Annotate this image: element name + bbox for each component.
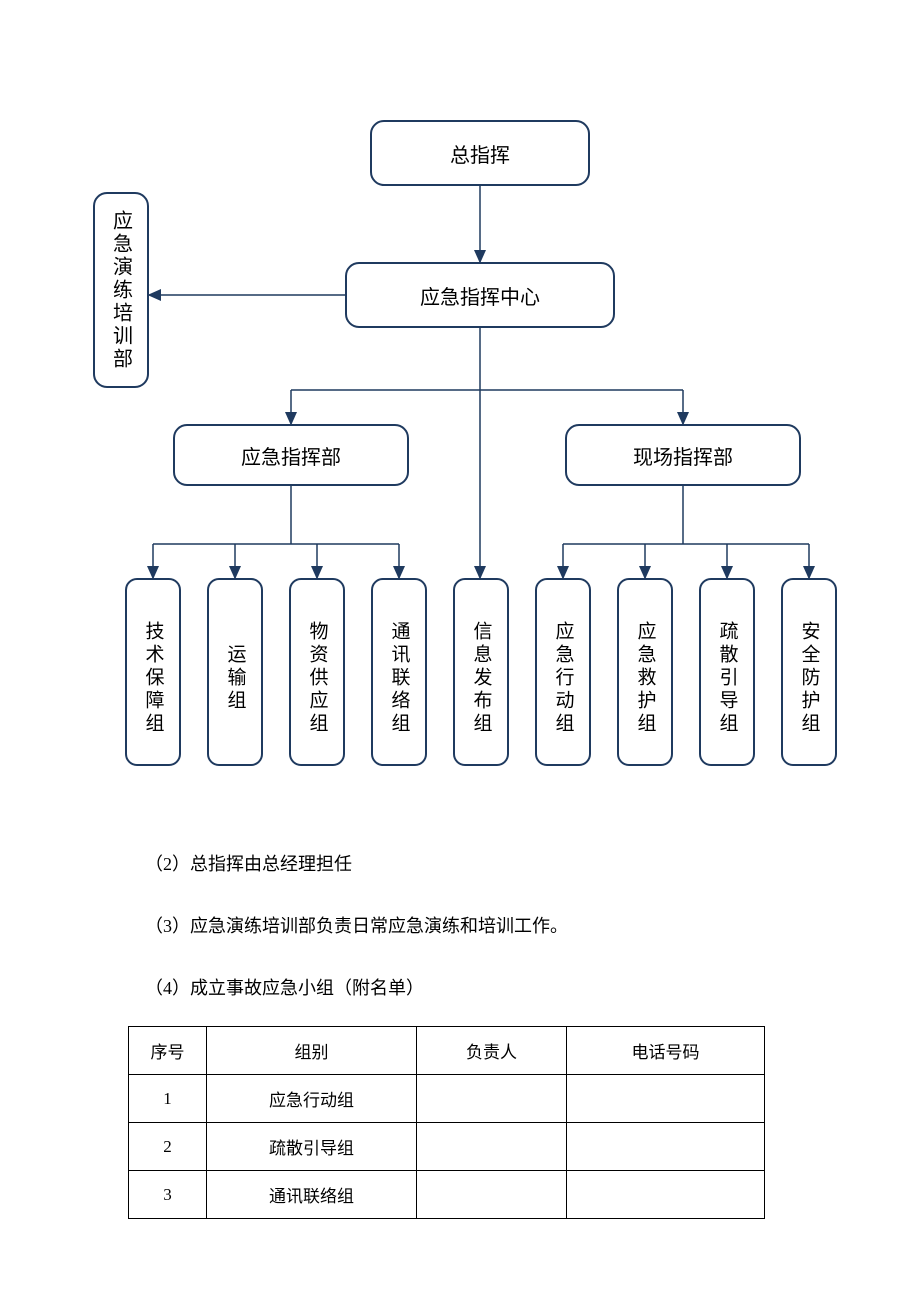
leaf-node-5: 应急行动组 [535, 578, 591, 766]
leaf-node-2: 物资供应组 [289, 578, 345, 766]
table-cell-2-2 [417, 1171, 567, 1219]
table-cell-0-2 [417, 1075, 567, 1123]
table-body: 1应急行动组2疏散引导组3通讯联络组 [129, 1075, 765, 1219]
paragraph-3: （3）应急演练培训部负责日常应急演练和培训工作。 [145, 912, 568, 941]
col-header-1: 组别 [207, 1027, 417, 1075]
table-row: 2疏散引导组 [129, 1123, 765, 1171]
node-side: 应急演练培训部 [93, 192, 149, 388]
table-cell-0-1: 应急行动组 [207, 1075, 417, 1123]
paragraph-2: （2）总指挥由总经理担任 [145, 850, 352, 879]
table-cell-1-0: 2 [129, 1123, 207, 1171]
table-cell-2-3 [567, 1171, 765, 1219]
node-top: 总指挥 [370, 120, 590, 186]
leaf-node-1: 运输组 [207, 578, 263, 766]
leaf-node-3: 通讯联络组 [371, 578, 427, 766]
table-cell-0-0: 1 [129, 1075, 207, 1123]
col-header-0: 序号 [129, 1027, 207, 1075]
col-header-2: 负责人 [417, 1027, 567, 1075]
node-right: 现场指挥部 [565, 424, 801, 486]
edge-group [149, 186, 809, 578]
table-cell-1-1: 疏散引导组 [207, 1123, 417, 1171]
table-cell-1-3 [567, 1123, 765, 1171]
table-cell-1-2 [417, 1123, 567, 1171]
leaf-node-4: 信息发布组 [453, 578, 509, 766]
leaf-node-0: 技术保障组 [125, 578, 181, 766]
table-row: 3通讯联络组 [129, 1171, 765, 1219]
roster-table: 序号组别负责人电话号码 1应急行动组2疏散引导组3通讯联络组 [128, 1026, 765, 1219]
node-center: 应急指挥中心 [345, 262, 615, 328]
table-cell-0-3 [567, 1075, 765, 1123]
leaf-node-6: 应急救护组 [617, 578, 673, 766]
table-row: 1应急行动组 [129, 1075, 765, 1123]
org-flowchart: 总指挥应急演练培训部 应急指挥中心应急指挥部 现场指挥部技术保障组运输组物资供应组通… [85, 100, 855, 780]
node-left: 应急指挥部 [173, 424, 409, 486]
table-header-row: 序号组别负责人电话号码 [129, 1027, 765, 1075]
col-header-3: 电话号码 [567, 1027, 765, 1075]
table-cell-2-0: 3 [129, 1171, 207, 1219]
leaf-node-8: 安全防护组 [781, 578, 837, 766]
table-cell-2-1: 通讯联络组 [207, 1171, 417, 1219]
leaf-node-7: 疏散引导组 [699, 578, 755, 766]
paragraph-4: （4）成立事故应急小组（附名单） [145, 974, 424, 1003]
